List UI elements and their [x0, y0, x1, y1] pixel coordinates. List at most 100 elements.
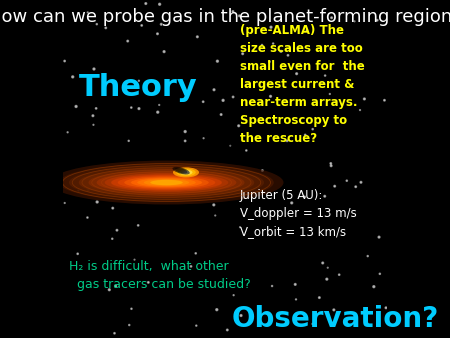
Ellipse shape: [182, 171, 190, 174]
Ellipse shape: [180, 170, 193, 175]
Ellipse shape: [184, 172, 187, 173]
Ellipse shape: [173, 167, 199, 177]
Point: [84, 215, 91, 220]
Point: [238, 195, 246, 201]
Point: [72, 104, 80, 109]
Point: [161, 49, 168, 54]
Point: [211, 87, 218, 93]
Ellipse shape: [89, 170, 244, 195]
Point: [370, 284, 378, 289]
Point: [328, 163, 335, 168]
Ellipse shape: [131, 177, 202, 188]
Point: [85, 187, 92, 192]
Ellipse shape: [144, 179, 189, 186]
Text: Observation?: Observation?: [231, 306, 439, 333]
Point: [128, 306, 135, 312]
Point: [145, 280, 152, 285]
Point: [374, 18, 381, 23]
Point: [319, 260, 326, 266]
Point: [124, 38, 131, 44]
Point: [154, 31, 161, 37]
Point: [126, 322, 133, 328]
Point: [135, 106, 143, 111]
Ellipse shape: [172, 167, 190, 174]
Point: [303, 28, 310, 33]
Ellipse shape: [69, 166, 264, 199]
Point: [270, 41, 277, 46]
Point: [199, 99, 207, 104]
Point: [194, 34, 201, 40]
Ellipse shape: [50, 161, 284, 204]
Text: Jupiter (5 AU):
V_doppler = 13 m/s
V_orbit = 13 km/s: Jupiter (5 AU): V_doppler = 13 m/s V_orb…: [239, 189, 356, 238]
Point: [230, 9, 237, 14]
Ellipse shape: [150, 180, 183, 185]
Ellipse shape: [97, 171, 236, 193]
Ellipse shape: [175, 168, 188, 173]
Point: [230, 94, 237, 100]
Point: [236, 224, 243, 230]
Point: [220, 98, 227, 103]
Point: [192, 251, 199, 256]
Point: [227, 143, 234, 148]
Point: [106, 287, 113, 292]
Point: [238, 313, 245, 318]
Point: [109, 206, 117, 211]
Point: [356, 107, 364, 113]
Point: [321, 73, 328, 78]
Point: [235, 123, 242, 128]
Point: [90, 66, 98, 72]
Point: [156, 2, 163, 7]
Point: [135, 78, 143, 83]
Point: [269, 283, 276, 289]
Point: [131, 257, 138, 262]
Point: [321, 194, 328, 199]
Ellipse shape: [137, 178, 196, 187]
Point: [266, 59, 273, 65]
Text: (pre-ALMA) The
size scales are too
small even for  the
largest current &
near-te: (pre-ALMA) The size scales are too small…: [239, 24, 364, 145]
Point: [156, 102, 163, 107]
Point: [309, 321, 316, 327]
Point: [112, 283, 119, 289]
Point: [352, 184, 359, 189]
Point: [284, 138, 291, 144]
Ellipse shape: [105, 173, 228, 192]
Point: [61, 58, 68, 64]
Point: [213, 307, 220, 312]
Point: [69, 74, 76, 79]
Point: [181, 129, 189, 134]
Point: [357, 179, 364, 185]
Point: [142, 1, 149, 6]
Point: [243, 148, 250, 153]
Ellipse shape: [79, 168, 254, 197]
Point: [212, 213, 219, 218]
Point: [89, 113, 96, 118]
Point: [376, 271, 383, 276]
Point: [330, 307, 338, 313]
Point: [343, 178, 351, 184]
Point: [102, 25, 109, 30]
Point: [293, 71, 300, 76]
Point: [351, 19, 358, 24]
Point: [93, 21, 100, 27]
Point: [230, 292, 237, 298]
Point: [154, 110, 162, 115]
Point: [361, 309, 368, 315]
Point: [174, 191, 181, 196]
Point: [294, 48, 302, 54]
Point: [382, 305, 390, 311]
Point: [187, 264, 194, 269]
Point: [309, 126, 316, 132]
Point: [224, 327, 231, 333]
Point: [94, 199, 101, 205]
Point: [331, 184, 338, 189]
Point: [93, 106, 100, 111]
Point: [210, 202, 217, 208]
Point: [323, 276, 330, 282]
Point: [214, 58, 221, 64]
Ellipse shape: [184, 171, 189, 174]
Point: [217, 112, 225, 117]
Point: [75, 188, 82, 193]
Point: [113, 227, 121, 233]
Point: [328, 15, 335, 20]
Point: [301, 194, 308, 200]
